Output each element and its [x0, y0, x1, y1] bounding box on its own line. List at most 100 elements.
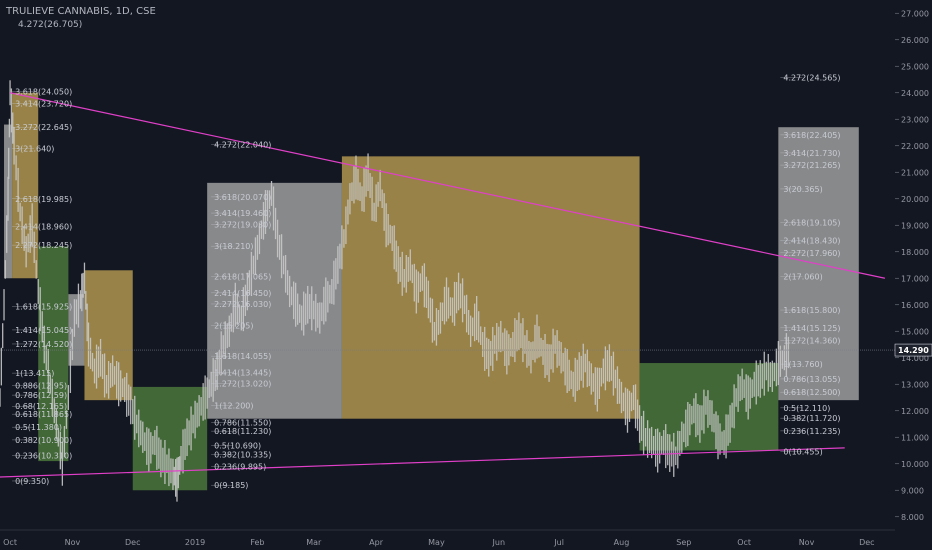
fib-label: 0.786(11.550) [214, 419, 271, 428]
fib-label: 2.618(19.105) [783, 218, 840, 227]
x-axis-panel [0, 530, 932, 550]
y-tick-label: 24.000 [901, 89, 929, 98]
fib-label: 2.414(16.450) [214, 289, 271, 298]
fib-label: 0.886(12.95) [15, 382, 67, 391]
fib-label: 1.414(13.445) [214, 368, 271, 377]
zone-box-green [38, 246, 69, 462]
trendline [0, 447, 845, 478]
fib-label: 0.382(11.720) [783, 414, 840, 423]
fib-label: 0.618(11.230) [214, 427, 271, 436]
y-tick-label: 10.000 [901, 460, 929, 469]
fib-label: 1.272(13.020) [214, 380, 271, 389]
fib-label: 1.272(14.360) [783, 336, 840, 345]
x-tick-label: May [428, 538, 445, 547]
fib-label: 1(12.200) [214, 401, 253, 410]
y-tick-label: 16.000 [901, 301, 929, 310]
zone-box-grey [207, 182, 342, 419]
fib-label: 2.414(18.430) [783, 236, 840, 245]
fib-label: 0.5(12.110) [783, 404, 830, 413]
y-tick-label: 8.000 [901, 513, 924, 522]
fib-label: 2.618(19.985) [15, 195, 72, 204]
y-axis-panel [895, 0, 932, 550]
x-tick-label: Oct [737, 538, 751, 547]
fib-label: 2.618(17.065) [214, 272, 271, 281]
zone-box-green [639, 363, 779, 451]
x-tick-label: Feb [250, 538, 264, 547]
fib-label: 0.5(11.380) [15, 423, 62, 432]
fib-label: 0(9.185) [214, 481, 248, 490]
y-tick-label: 12.000 [901, 407, 929, 416]
trendline [9, 92, 886, 279]
fib-label: 0.236(10.310) [15, 452, 72, 461]
x-tick-label: Jul [553, 538, 564, 547]
fib-label: 3.414(23.720) [15, 99, 72, 108]
fib-label: 2(17.060) [783, 273, 822, 282]
x-tick-label: Dec [859, 538, 874, 547]
y-tick-label: 13.000 [901, 380, 929, 389]
y-tick-label: 9.000 [901, 486, 924, 495]
x-tick-label: Sep [676, 538, 691, 547]
fib-label: 1.618(14.055) [214, 352, 271, 361]
x-tick-label: Apr [369, 538, 384, 547]
fib-label: 0.236(11.235) [783, 427, 840, 436]
y-tick-label: 19.000 [901, 221, 929, 230]
y-tick-label: 17.000 [901, 274, 929, 283]
fib-label: 2.414(18.960) [15, 222, 72, 231]
x-tick-label: Aug [614, 538, 630, 547]
fib-label: 0.786(13.055) [783, 375, 840, 384]
fib-label: 3(21.640) [15, 144, 54, 153]
fib-label: 1(13.415) [15, 369, 54, 378]
fib-label: 0.618(11.865) [15, 410, 72, 419]
chart-title: TRULIEVE CANNABIS, 1D, CSE [6, 6, 156, 17]
fib-label: 2(15.205) [214, 322, 253, 331]
fib-label: 4.272(22.040) [214, 141, 271, 150]
fib-label: 3.618(22.405) [783, 131, 840, 140]
fib-label: 3.414(21.730) [783, 149, 840, 158]
y-tick-label: 11.000 [901, 433, 929, 442]
fib-label: 2.272(18.245) [15, 241, 72, 250]
y-tick-label: 15.000 [901, 327, 929, 336]
y-tick-label: 14.000 [901, 354, 929, 363]
fib-label: 3.618(20.070) [214, 193, 271, 202]
y-tick-label: 18.000 [901, 248, 929, 257]
y-tick-label: 21.000 [901, 168, 929, 177]
fib-label: 3.272(21.265) [783, 161, 840, 170]
y-tick-label: 25.000 [901, 62, 929, 71]
fib-label: 0.618(12.500) [783, 388, 840, 397]
fib-label: 1.618(15.925) [15, 303, 72, 312]
fib-label: 3.618(24.050) [15, 87, 72, 96]
x-tick-label: Nov [799, 538, 815, 547]
x-tick-label: Dec [125, 538, 140, 547]
x-tick-label: Jun [492, 538, 506, 547]
fib-label: 0.382(10.900) [15, 436, 72, 445]
chart-subtitle: 4.272(26.705) [18, 20, 83, 30]
last-price-tag [894, 343, 932, 357]
fib-label: 3(18.210) [214, 242, 253, 251]
fib-label: 0.236(9.895) [214, 462, 266, 471]
fib-label: 1.618(15.800) [783, 306, 840, 315]
y-tick-label: 27.000 [901, 9, 929, 18]
y-tick-label: 23.000 [901, 115, 929, 124]
fib-label: 1.272(14.520) [15, 340, 72, 349]
fib-label: 0.382(10.335) [214, 451, 271, 460]
fib-label: 0(9.350) [15, 477, 49, 486]
fib-label: 0.5(10.690) [214, 441, 261, 450]
zone-box-green [132, 386, 208, 491]
fib-label: 2.272(16.030) [214, 300, 271, 309]
zone-box-yellow [341, 156, 640, 419]
fib-label: 3(20.365) [783, 185, 822, 194]
fib-label: 4.272(24.565) [783, 74, 840, 83]
fib-label: 3.272(22.645) [15, 123, 72, 132]
fib-label: 0(10.455) [783, 448, 822, 457]
x-tick-label: Oct [3, 538, 17, 547]
fib-label: 1.414(15.125) [783, 324, 840, 333]
x-tick-label: Nov [65, 538, 81, 547]
last-price-label: 14.290 [898, 346, 929, 355]
x-tick-label: 2019 [185, 538, 205, 547]
fib-label: 0.786(12.59) [15, 391, 67, 400]
fib-label: 3.272(19.030) [214, 220, 271, 229]
fib-label: 1(13.760) [783, 360, 822, 369]
fib-label: 2.272(17.960) [783, 249, 840, 258]
fib-label: 3.414(19.460) [214, 209, 271, 218]
